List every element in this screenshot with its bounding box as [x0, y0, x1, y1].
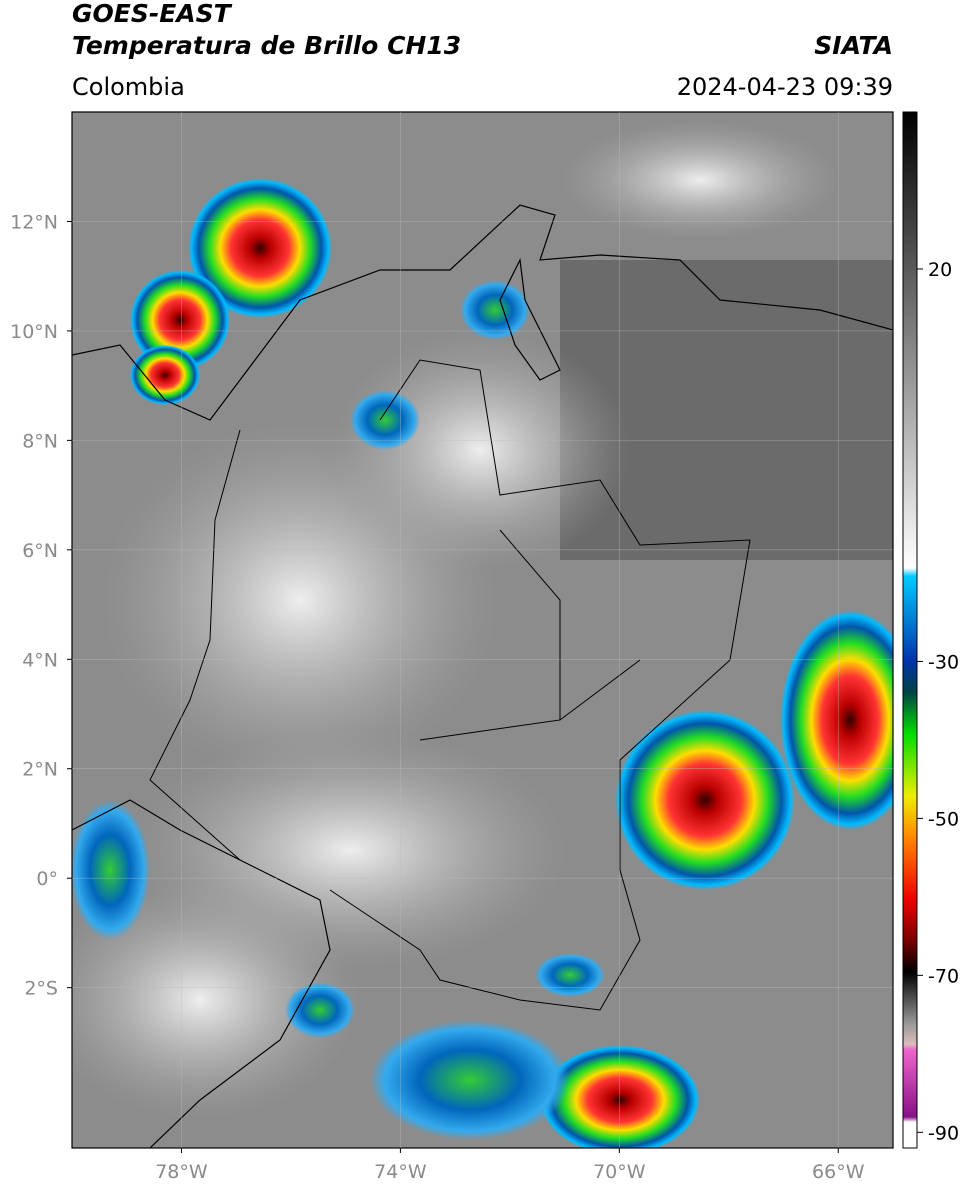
region: Colombia: [72, 73, 185, 101]
lat-label: 10°N: [10, 321, 58, 343]
subtitle: Temperatura de Brillo CH13: [72, 31, 461, 60]
lon-label: 78°W: [155, 1161, 208, 1183]
lon-label: 66°W: [812, 1161, 865, 1183]
source: SIATA: [814, 31, 893, 60]
lat-label: 0°: [36, 868, 58, 890]
lat-label: 8°N: [22, 430, 58, 452]
lon-label: 74°W: [374, 1161, 427, 1183]
title: GOES-EAST: [72, 0, 233, 28]
map-frame: [71, 111, 894, 1149]
colorbar-label: 20: [928, 259, 952, 281]
colorbar: [902, 111, 918, 1149]
lat-label: 2°N: [22, 759, 58, 781]
satellite-image: [72, 112, 893, 1148]
colorbar-label: -30: [928, 651, 959, 673]
colorbar-label: -50: [928, 808, 959, 830]
lat-label: 2°S: [24, 978, 58, 1000]
lat-label: 12°N: [10, 211, 58, 233]
lat-label: 6°N: [22, 540, 58, 562]
lon-label: 70°W: [593, 1161, 646, 1183]
colorbar-label: -90: [928, 1122, 959, 1144]
lat-label: 4°N: [22, 649, 58, 671]
timestamp: 2024-04-23 09:39: [677, 73, 893, 101]
colorbar-label: -70: [928, 965, 959, 987]
